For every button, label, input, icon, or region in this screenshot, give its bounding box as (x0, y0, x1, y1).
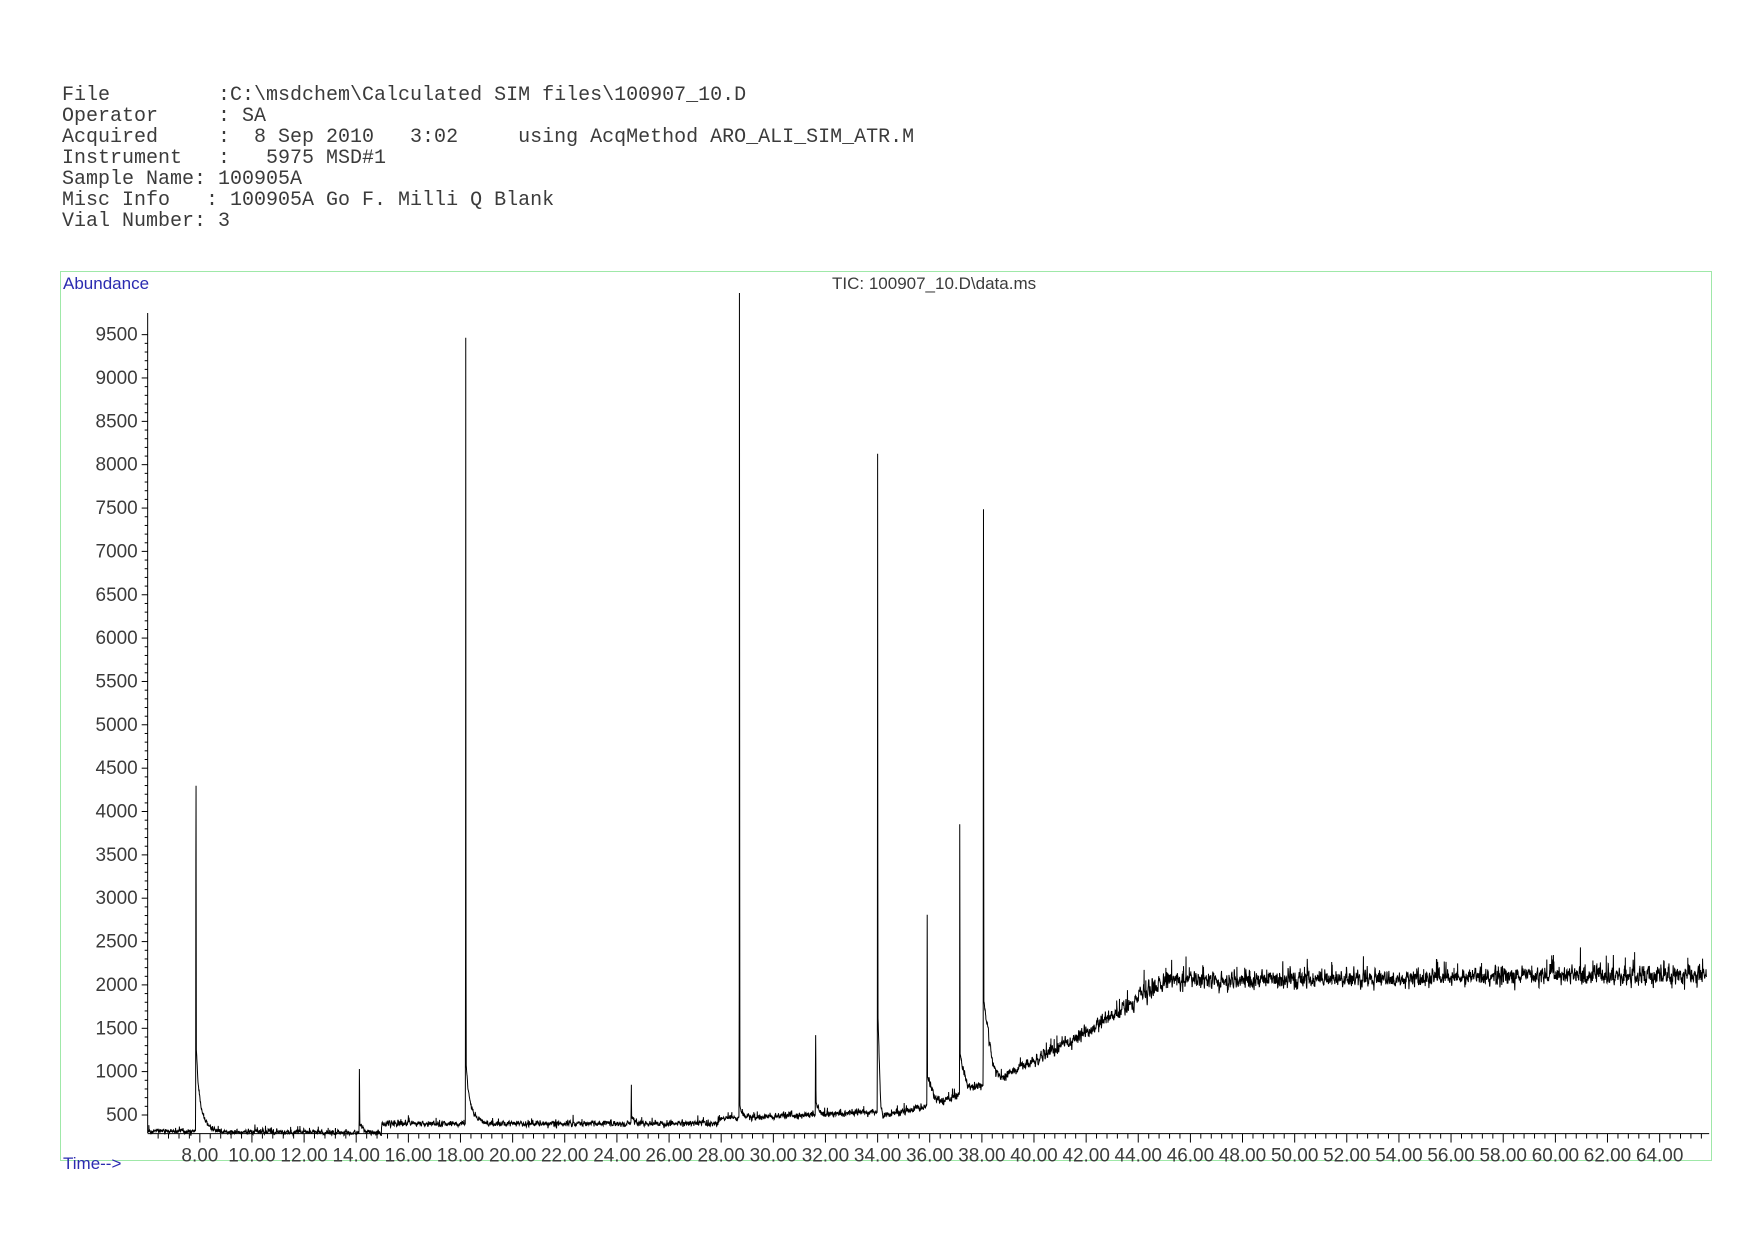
svg-text:42.00: 42.00 (1062, 1146, 1109, 1167)
svg-text:1500: 1500 (96, 1018, 138, 1039)
svg-text:5000: 5000 (96, 715, 138, 736)
svg-text:64.00: 64.00 (1636, 1146, 1683, 1167)
svg-text:16.00: 16.00 (385, 1146, 432, 1167)
svg-text:48.00: 48.00 (1219, 1146, 1266, 1167)
svg-text:40.00: 40.00 (1010, 1146, 1057, 1167)
svg-text:30.00: 30.00 (750, 1146, 797, 1167)
svg-text:12.00: 12.00 (280, 1146, 327, 1167)
svg-text:60.00: 60.00 (1532, 1146, 1579, 1167)
svg-text:7500: 7500 (96, 498, 138, 519)
svg-text:8000: 8000 (96, 455, 138, 476)
svg-text:28.00: 28.00 (697, 1146, 744, 1167)
svg-text:58.00: 58.00 (1480, 1146, 1527, 1167)
svg-text:44.00: 44.00 (1115, 1146, 1162, 1167)
svg-text:5500: 5500 (96, 671, 138, 692)
svg-text:50.00: 50.00 (1271, 1146, 1318, 1167)
svg-text:22.00: 22.00 (541, 1146, 588, 1167)
svg-text:9500: 9500 (96, 325, 138, 346)
svg-text:9000: 9000 (96, 368, 138, 389)
svg-text:54.00: 54.00 (1375, 1146, 1422, 1167)
svg-text:18.00: 18.00 (437, 1146, 484, 1167)
svg-text:46.00: 46.00 (1167, 1146, 1214, 1167)
svg-text:24.00: 24.00 (593, 1146, 640, 1167)
svg-text:2500: 2500 (96, 932, 138, 953)
svg-text:2000: 2000 (96, 975, 138, 996)
svg-text:38.00: 38.00 (958, 1146, 1005, 1167)
svg-text:34.00: 34.00 (854, 1146, 901, 1167)
svg-text:32.00: 32.00 (802, 1146, 849, 1167)
svg-text:3000: 3000 (96, 888, 138, 909)
svg-text:4000: 4000 (96, 801, 138, 822)
svg-text:20.00: 20.00 (489, 1146, 536, 1167)
svg-text:6000: 6000 (96, 628, 138, 649)
svg-text:3500: 3500 (96, 845, 138, 866)
svg-text:8500: 8500 (96, 411, 138, 432)
svg-text:26.00: 26.00 (645, 1146, 692, 1167)
svg-text:4500: 4500 (96, 758, 138, 779)
svg-text:14.00: 14.00 (332, 1146, 379, 1167)
svg-text:10.00: 10.00 (228, 1146, 275, 1167)
svg-text:62.00: 62.00 (1584, 1146, 1631, 1167)
svg-text:7000: 7000 (96, 541, 138, 562)
svg-text:1000: 1000 (96, 1062, 138, 1083)
svg-text:36.00: 36.00 (906, 1146, 953, 1167)
svg-text:8.00: 8.00 (181, 1146, 218, 1167)
svg-text:6500: 6500 (96, 585, 138, 606)
svg-text:56.00: 56.00 (1427, 1146, 1474, 1167)
svg-text:52.00: 52.00 (1323, 1146, 1370, 1167)
svg-text:500: 500 (106, 1105, 138, 1126)
